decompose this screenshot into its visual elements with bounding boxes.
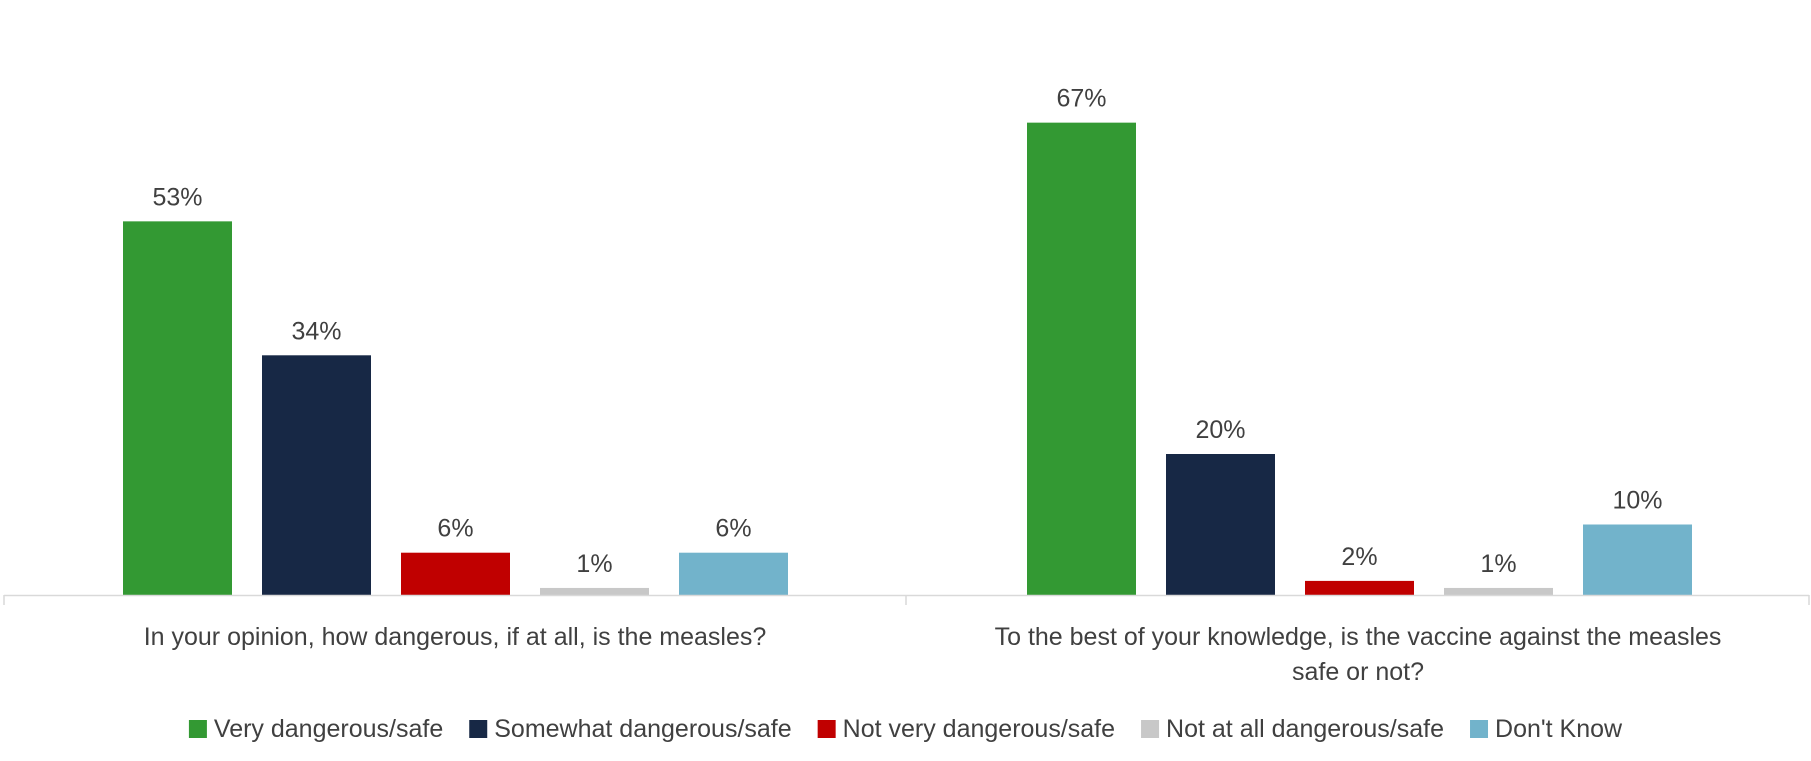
data-labels-layer: 53% 34% 6% 1% 6% 67% 20% 2% 1% 10% — [152, 85, 1662, 578]
legend: Very dangerous/safe Somewhat dangerous/sa… — [188, 715, 1623, 743]
legend-swatch — [1470, 720, 1489, 738]
data-label: 1% — [576, 550, 612, 578]
data-label: 53% — [152, 183, 202, 211]
bar — [262, 355, 371, 595]
bar — [1305, 580, 1414, 595]
category-label: To the best of your knowledge, is the va… — [995, 623, 1722, 686]
category-labels: In your opinion, how dangerous, if at al… — [144, 623, 1722, 686]
bar — [679, 552, 788, 595]
data-label: 6% — [437, 515, 473, 543]
bar — [1166, 454, 1275, 595]
bar — [1444, 587, 1553, 595]
data-label: 6% — [715, 515, 751, 543]
bars-layer — [123, 122, 1692, 596]
legend-label: Don't Know — [1495, 715, 1623, 743]
legend-swatch — [188, 720, 207, 738]
x-axis — [3, 594, 1810, 605]
bar — [123, 221, 232, 595]
legend-label: Not at all dangerous/safe — [1166, 715, 1444, 743]
data-label: 67% — [1056, 85, 1106, 113]
data-label: 10% — [1612, 487, 1662, 515]
data-label: 20% — [1195, 416, 1245, 444]
bar — [540, 587, 649, 595]
legend-label: Very dangerous/safe — [214, 715, 443, 743]
category-label: In your opinion, how dangerous, if at al… — [144, 623, 767, 651]
legend-label: Not very dangerous/safe — [843, 715, 1115, 743]
bar — [1027, 122, 1136, 596]
bar — [1583, 524, 1692, 595]
legend-swatch — [1141, 720, 1160, 738]
data-label: 34% — [291, 317, 341, 345]
bar — [401, 552, 510, 595]
legend-swatch — [817, 720, 836, 738]
legend-label: Somewhat dangerous/safe — [494, 715, 791, 743]
legend-swatch — [469, 720, 488, 738]
data-label: 1% — [1480, 550, 1516, 578]
data-label: 2% — [1341, 543, 1377, 571]
